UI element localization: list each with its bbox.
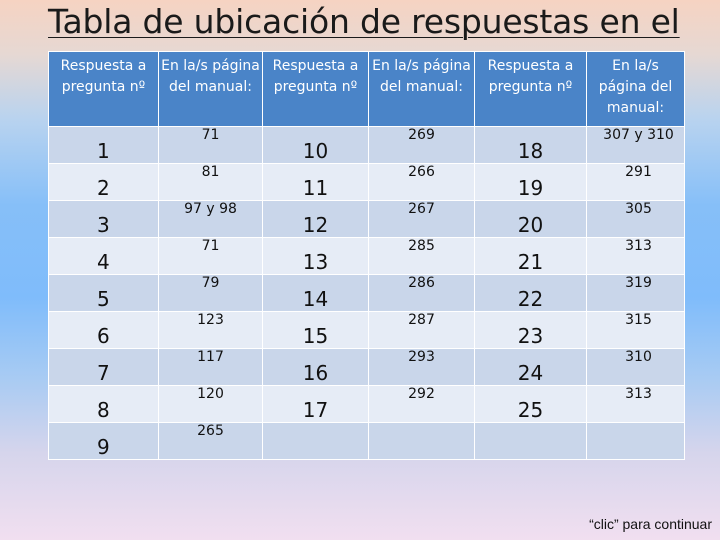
manual-page-cell: 269 (368, 126, 475, 164)
column-header: En la/s página del manual: (586, 51, 685, 127)
manual-page-cell (586, 422, 685, 460)
manual-page-cell: 319 (586, 274, 685, 312)
question-number-cell: 20 (474, 200, 587, 238)
column-header: En la/s página del manual: (158, 51, 263, 127)
question-number-cell: 22 (474, 274, 587, 312)
question-number-cell: 21 (474, 237, 587, 275)
question-number-cell: 18 (474, 126, 587, 164)
question-number-cell: 6 (48, 311, 159, 349)
page-title: Tabla de ubicación de respuestas en el (48, 2, 680, 41)
manual-page-cell: 79 (158, 274, 263, 312)
question-number-cell: 17 (262, 385, 369, 423)
manual-page-cell: 286 (368, 274, 475, 312)
question-number-cell: 4 (48, 237, 159, 275)
question-number-cell (262, 422, 369, 460)
manual-page-cell (368, 422, 475, 460)
question-number-cell: 24 (474, 348, 587, 386)
table-row: 5 79 14 286 22 319 (48, 274, 685, 312)
answers-table: Respuesta a pregunta nº En la/s página d… (48, 51, 685, 460)
manual-page-cell: 71 (158, 126, 263, 164)
table-body: 1 71 10 269 18 307 y 310 2 81 11 266 19 291 3 97 y 98… (48, 126, 685, 460)
manual-page-cell: 266 (368, 163, 475, 201)
question-number-cell: 7 (48, 348, 159, 386)
manual-page-cell: 71 (158, 237, 263, 275)
table-row: 3 97 y 98 12 267 20 305 (48, 200, 685, 238)
question-number-cell: 23 (474, 311, 587, 349)
manual-page-cell: 293 (368, 348, 475, 386)
question-number-cell: 10 (262, 126, 369, 164)
question-number-cell: 11 (262, 163, 369, 201)
manual-page-cell: 307 y 310 (586, 126, 685, 164)
manual-page-cell: 305 (586, 200, 685, 238)
manual-page-cell: 315 (586, 311, 685, 349)
question-number-cell (474, 422, 587, 460)
table-row: 6 123 15 287 23 315 (48, 311, 685, 349)
table-row: 8 120 17 292 25 313 (48, 385, 685, 423)
question-number-cell: 9 (48, 422, 159, 460)
manual-page-cell: 267 (368, 200, 475, 238)
manual-page-cell: 117 (158, 348, 263, 386)
manual-page-cell: 313 (586, 385, 685, 423)
manual-page-cell: 97 y 98 (158, 200, 263, 238)
table-row: 4 71 13 285 21 313 (48, 237, 685, 275)
manual-page-cell: 265 (158, 422, 263, 460)
continue-link[interactable]: “clic” para continuar (589, 516, 712, 532)
question-number-cell: 25 (474, 385, 587, 423)
manual-page-cell: 81 (158, 163, 263, 201)
column-header: Respuesta a pregunta nº (262, 51, 369, 127)
question-number-cell: 2 (48, 163, 159, 201)
manual-page-cell: 287 (368, 311, 475, 349)
table-row: 1 71 10 269 18 307 y 310 (48, 126, 685, 164)
table-row: 7 117 16 293 24 310 (48, 348, 685, 386)
question-number-cell: 12 (262, 200, 369, 238)
question-number-cell: 13 (262, 237, 369, 275)
manual-page-cell: 292 (368, 385, 475, 423)
question-number-cell: 3 (48, 200, 159, 238)
manual-page-cell: 120 (158, 385, 263, 423)
question-number-cell: 8 (48, 385, 159, 423)
question-number-cell: 14 (262, 274, 369, 312)
table-row: 2 81 11 266 19 291 (48, 163, 685, 201)
column-header: En la/s página del manual: (368, 51, 475, 127)
manual-page-cell: 310 (586, 348, 685, 386)
question-number-cell: 15 (262, 311, 369, 349)
manual-page-cell: 285 (368, 237, 475, 275)
question-number-cell: 16 (262, 348, 369, 386)
manual-page-cell: 123 (158, 311, 263, 349)
manual-page-cell: 291 (586, 163, 685, 201)
table-header-row: Respuesta a pregunta nº En la/s página d… (48, 51, 685, 127)
question-number-cell: 19 (474, 163, 587, 201)
question-number-cell: 1 (48, 126, 159, 164)
question-number-cell: 5 (48, 274, 159, 312)
column-header: Respuesta a pregunta nº (48, 51, 159, 127)
manual-page-cell: 313 (586, 237, 685, 275)
table-row: 9 265 (48, 422, 685, 460)
column-header: Respuesta a pregunta nº (474, 51, 587, 127)
